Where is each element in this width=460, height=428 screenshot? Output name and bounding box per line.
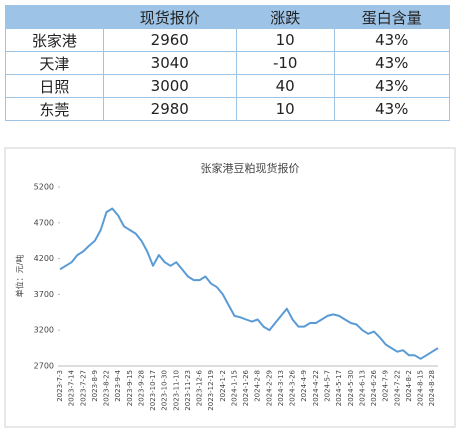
x-tick-label: 2023-9-28 [137, 370, 145, 406]
x-tick-label: 2024-6-13 [358, 370, 366, 406]
table-cell: 2980 [102, 97, 237, 121]
x-tick-label: 2023-10-30 [161, 370, 169, 411]
x-tick-label: 2024-8-2 [405, 370, 413, 402]
table-row: 现货报价 涨跌 蛋白含量 [5, 5, 451, 29]
y-tick-label: 5200 [34, 183, 54, 192]
x-tick-label: 2024-4-22 [312, 370, 320, 406]
table-cell: 10 [235, 97, 335, 121]
table-cell: 43% [333, 51, 451, 75]
x-tick-label: 2024-7-9 [382, 370, 390, 402]
x-tick-label: 2023-11-10 [172, 370, 180, 411]
x-tick-label: 2024-8-15 [417, 370, 425, 406]
x-tick-label: 2023-7-3 [56, 370, 64, 402]
x-tick-label: 2024-4-9 [300, 370, 308, 402]
y-tick-label: 4200 [34, 254, 54, 263]
x-tick-label: 2024-8-28 [428, 370, 436, 406]
table-cell: 张家港 [5, 28, 104, 52]
x-tick-label: 2023-12-6 [196, 369, 204, 406]
table-cell: 天津 [5, 51, 104, 75]
table-row: 天津 3040 -10 43% [5, 51, 451, 75]
x-tick-label: 2024-2-29 [265, 370, 273, 406]
table-cell: 涨跌 [235, 5, 335, 29]
y-tick-label: 3700 [34, 290, 54, 299]
table-row: 东莞 2980 10 43% [5, 97, 451, 121]
table-cell: 东莞 [5, 97, 104, 121]
x-tick-label: 2024-5-17 [335, 370, 343, 406]
y-tick-label: 3200 [34, 326, 54, 335]
x-tick-label: 2023-9-15 [126, 370, 134, 406]
price-table: 现货报价 涨跌 蛋白含量 张家港 2960 10 43% 天津 3040 -10 43% 日照 3000… [5, 5, 451, 121]
line-series [59, 207, 439, 360]
x-tick-label: 2023-7-14 [68, 369, 76, 406]
table-row: 日照 3000 40 43% [5, 74, 451, 98]
y-tick-label: 2700 [34, 362, 54, 371]
x-tick-label: 2024-7-22 [393, 370, 401, 406]
y-axis-label: 单位：元/吨 [15, 255, 25, 298]
x-tick-label: 2024-5-30 [347, 370, 355, 406]
x-tick-label: 2024-6-26 [370, 369, 378, 406]
table-cell: 2960 [102, 28, 237, 52]
table-cell: -10 [235, 51, 335, 75]
x-tick-label: 2023-10-17 [149, 370, 157, 411]
table-cell: 10 [235, 28, 335, 52]
x-tick-label: 2023-8-9 [91, 370, 99, 402]
x-tick-label: 2023-8-22 [103, 370, 111, 406]
x-tick-label: 2023-11-23 [184, 370, 192, 411]
chart-frame [4, 147, 456, 428]
y-tick-label: 4700 [34, 218, 54, 227]
table-cell: 43% [333, 74, 451, 98]
x-tick-label: 2024-1-2 [219, 370, 227, 402]
x-tick-label: 2023-9-4 [114, 369, 122, 401]
table-cell [5, 5, 104, 29]
table-cell: 现货报价 [102, 5, 237, 29]
x-tick-label: 2024-5-7 [324, 370, 332, 402]
x-tick-label: 2024-1-15 [230, 370, 238, 406]
table-cell: 43% [333, 97, 451, 121]
chart-title: 张家港豆粕现货报价 [201, 161, 300, 175]
x-tick-label: 2023-12-19 [207, 370, 215, 411]
x-tick-label: 2024-3-26 [289, 369, 297, 406]
table-row: 张家港 2960 10 43% [5, 28, 451, 52]
table-cell: 蛋白含量 [333, 5, 451, 29]
x-tick-label: 2024-2-8 [254, 370, 262, 402]
x-tick-label: 2023-7-27 [79, 370, 87, 406]
x-tick-label: 2024-1-26 [242, 369, 250, 406]
x-tick-label: 2024-3-13 [277, 370, 285, 406]
